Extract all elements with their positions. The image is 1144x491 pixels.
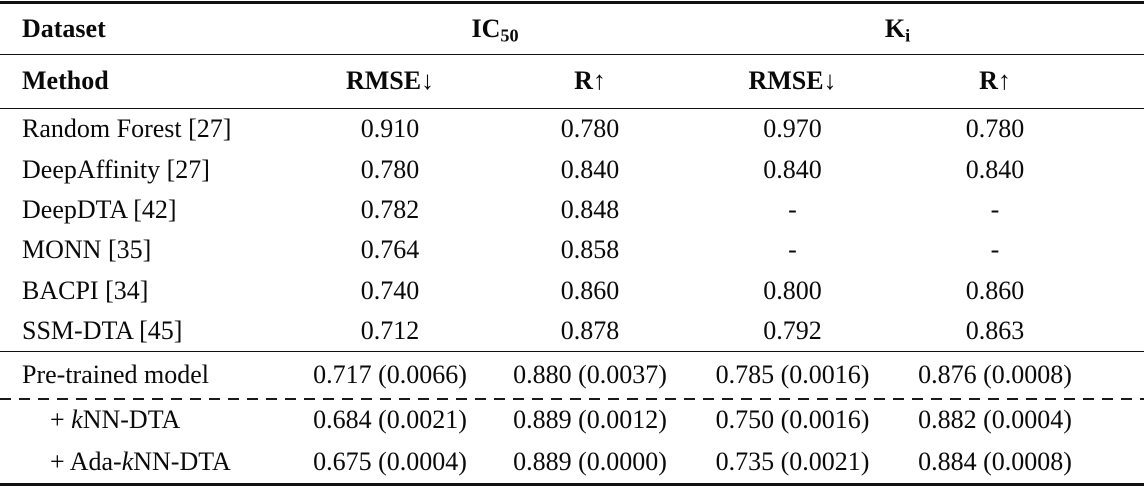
method-text: Pre-trained model [22,360,209,390]
value-cell: 0.884 (0.0008) [918,446,1072,476]
method-header: Method [22,66,109,96]
value-cell: 0.764 [360,235,420,265]
value-cell: 0.910 [360,114,420,144]
value-cell: - [788,235,797,265]
value-cell: - [990,194,1000,224]
value-cell: 0.782 [360,194,420,224]
value-cell: 0.780 [965,114,1025,144]
top-rule [0,1,1144,4]
table-row-ada-knn-dta: + Ada-kNN-DTA 0.675 (0.0004) 0.889 (0.00… [0,440,1144,483]
value-cell: 0.876 (0.0008) [918,360,1072,390]
value-cell: 0.740 [360,275,420,305]
value-cell: 0.684 (0.0021) [313,405,467,435]
value-cell: 0.863 [965,315,1025,345]
group-header-row: Dataset IC50 Ki [0,4,1144,54]
value-cell: 0.860 [560,275,620,305]
value-cell: 0.750 (0.0016) [715,405,870,435]
method-text: NN-DTA [133,446,231,476]
method-cell: + Ada-kNN-DTA [0,447,295,477]
ic50-base: IC [471,13,501,43]
table-row-monn: MONN [35] 0.764 0.858 - - [0,230,1144,270]
method-cell: DeepAffinity [27] [22,154,210,184]
value-cell: 0.889 (0.0000) [513,446,667,476]
value-cell: 0.785 (0.0016) [715,360,870,390]
value-cell: 0.860 [965,275,1025,305]
method-text: + [50,405,72,435]
value-cell: 0.717 (0.0066) [313,360,467,390]
table-row-random-forest: Random Forest [27] 0.910 0.780 0.970 0.7… [0,109,1144,149]
section-divider [0,350,1144,353]
method-cell: BACPI [34] [22,275,149,305]
value-cell: 0.712 [360,315,420,345]
ic50-group-header: IC50 [295,13,695,46]
table-row-knn-dta: + kNN-DTA 0.684 (0.0021) 0.889 (0.0012) … [0,400,1144,440]
value-cell: 0.735 (0.0021) [715,446,870,476]
metric-header-ki-rmse: RMSE↓ [748,66,837,96]
header-divider-1 [0,53,1144,55]
value-cell: 0.882 (0.0004) [918,405,1072,435]
method-italic-k: k [71,405,83,435]
method-cell: Pre-trained model [0,360,295,390]
method-cell: SSM-DTA [45] [22,315,183,345]
table-row-ssm-dta: SSM-DTA [45] 0.712 0.878 0.792 0.863 [0,311,1144,351]
table-row-deepdta: DeepDTA [42] 0.782 0.848 - - [0,190,1144,230]
metric-header-ic50-rmse: RMSE↓ [345,66,435,96]
value-cell: 0.792 [763,315,822,345]
ki-base: K [884,13,906,43]
method-text: NN-DTA [82,405,181,435]
value-cell: 0.889 (0.0012) [513,405,667,435]
value-cell: 0.878 [560,315,620,345]
method-cell: Random Forest [27] [22,114,232,144]
header-divider-2 [0,107,1144,110]
value-cell: 0.858 [560,235,620,265]
value-cell: 0.840 [965,154,1025,184]
value-cell: 0.800 [763,275,822,305]
table-row-pretrained-model: Pre-trained model 0.717 (0.0066) 0.880 (… [0,352,1144,398]
table-row-deepaffinity: DeepAffinity [27] 0.780 0.840 0.840 0.84… [0,149,1144,189]
metric-header-ic50-r: R↑ [574,66,606,96]
ic50-subscript: 50 [500,25,519,46]
value-cell: 0.780 [360,154,420,184]
ki-group-header: Ki [695,13,1100,46]
ki-subscript: i [905,25,911,46]
value-cell: 0.675 (0.0004) [313,446,467,476]
value-cell: 0.840 [763,154,822,184]
bottom-rule [0,483,1144,486]
value-cell: 0.848 [560,194,620,224]
value-cell: 0.840 [560,154,620,184]
method-cell: + kNN-DTA [0,405,295,435]
method-italic-k: k [121,446,134,476]
metric-header-ki-r: R↑ [979,66,1011,96]
metric-header-row: Method RMSE↓ R↑ RMSE↓ R↑ [0,55,1144,108]
method-cell: MONN [35] [22,235,152,265]
dashed-divider [0,398,1144,401]
value-cell: 0.780 [560,114,620,144]
dataset-header: Dataset [22,13,106,43]
baseline-section: Random Forest [27] 0.910 0.780 0.970 0.7… [0,109,1144,351]
table-row-bacpi: BACPI [34] 0.740 0.860 0.800 0.860 [0,270,1144,310]
value-cell: 0.880 (0.0037) [513,360,667,390]
method-text: + Ada- [50,446,122,476]
value-cell: 0.970 [763,114,822,144]
value-cell: - [788,194,797,224]
method-cell: DeepDTA [42] [22,194,177,224]
value-cell: - [990,235,1000,265]
